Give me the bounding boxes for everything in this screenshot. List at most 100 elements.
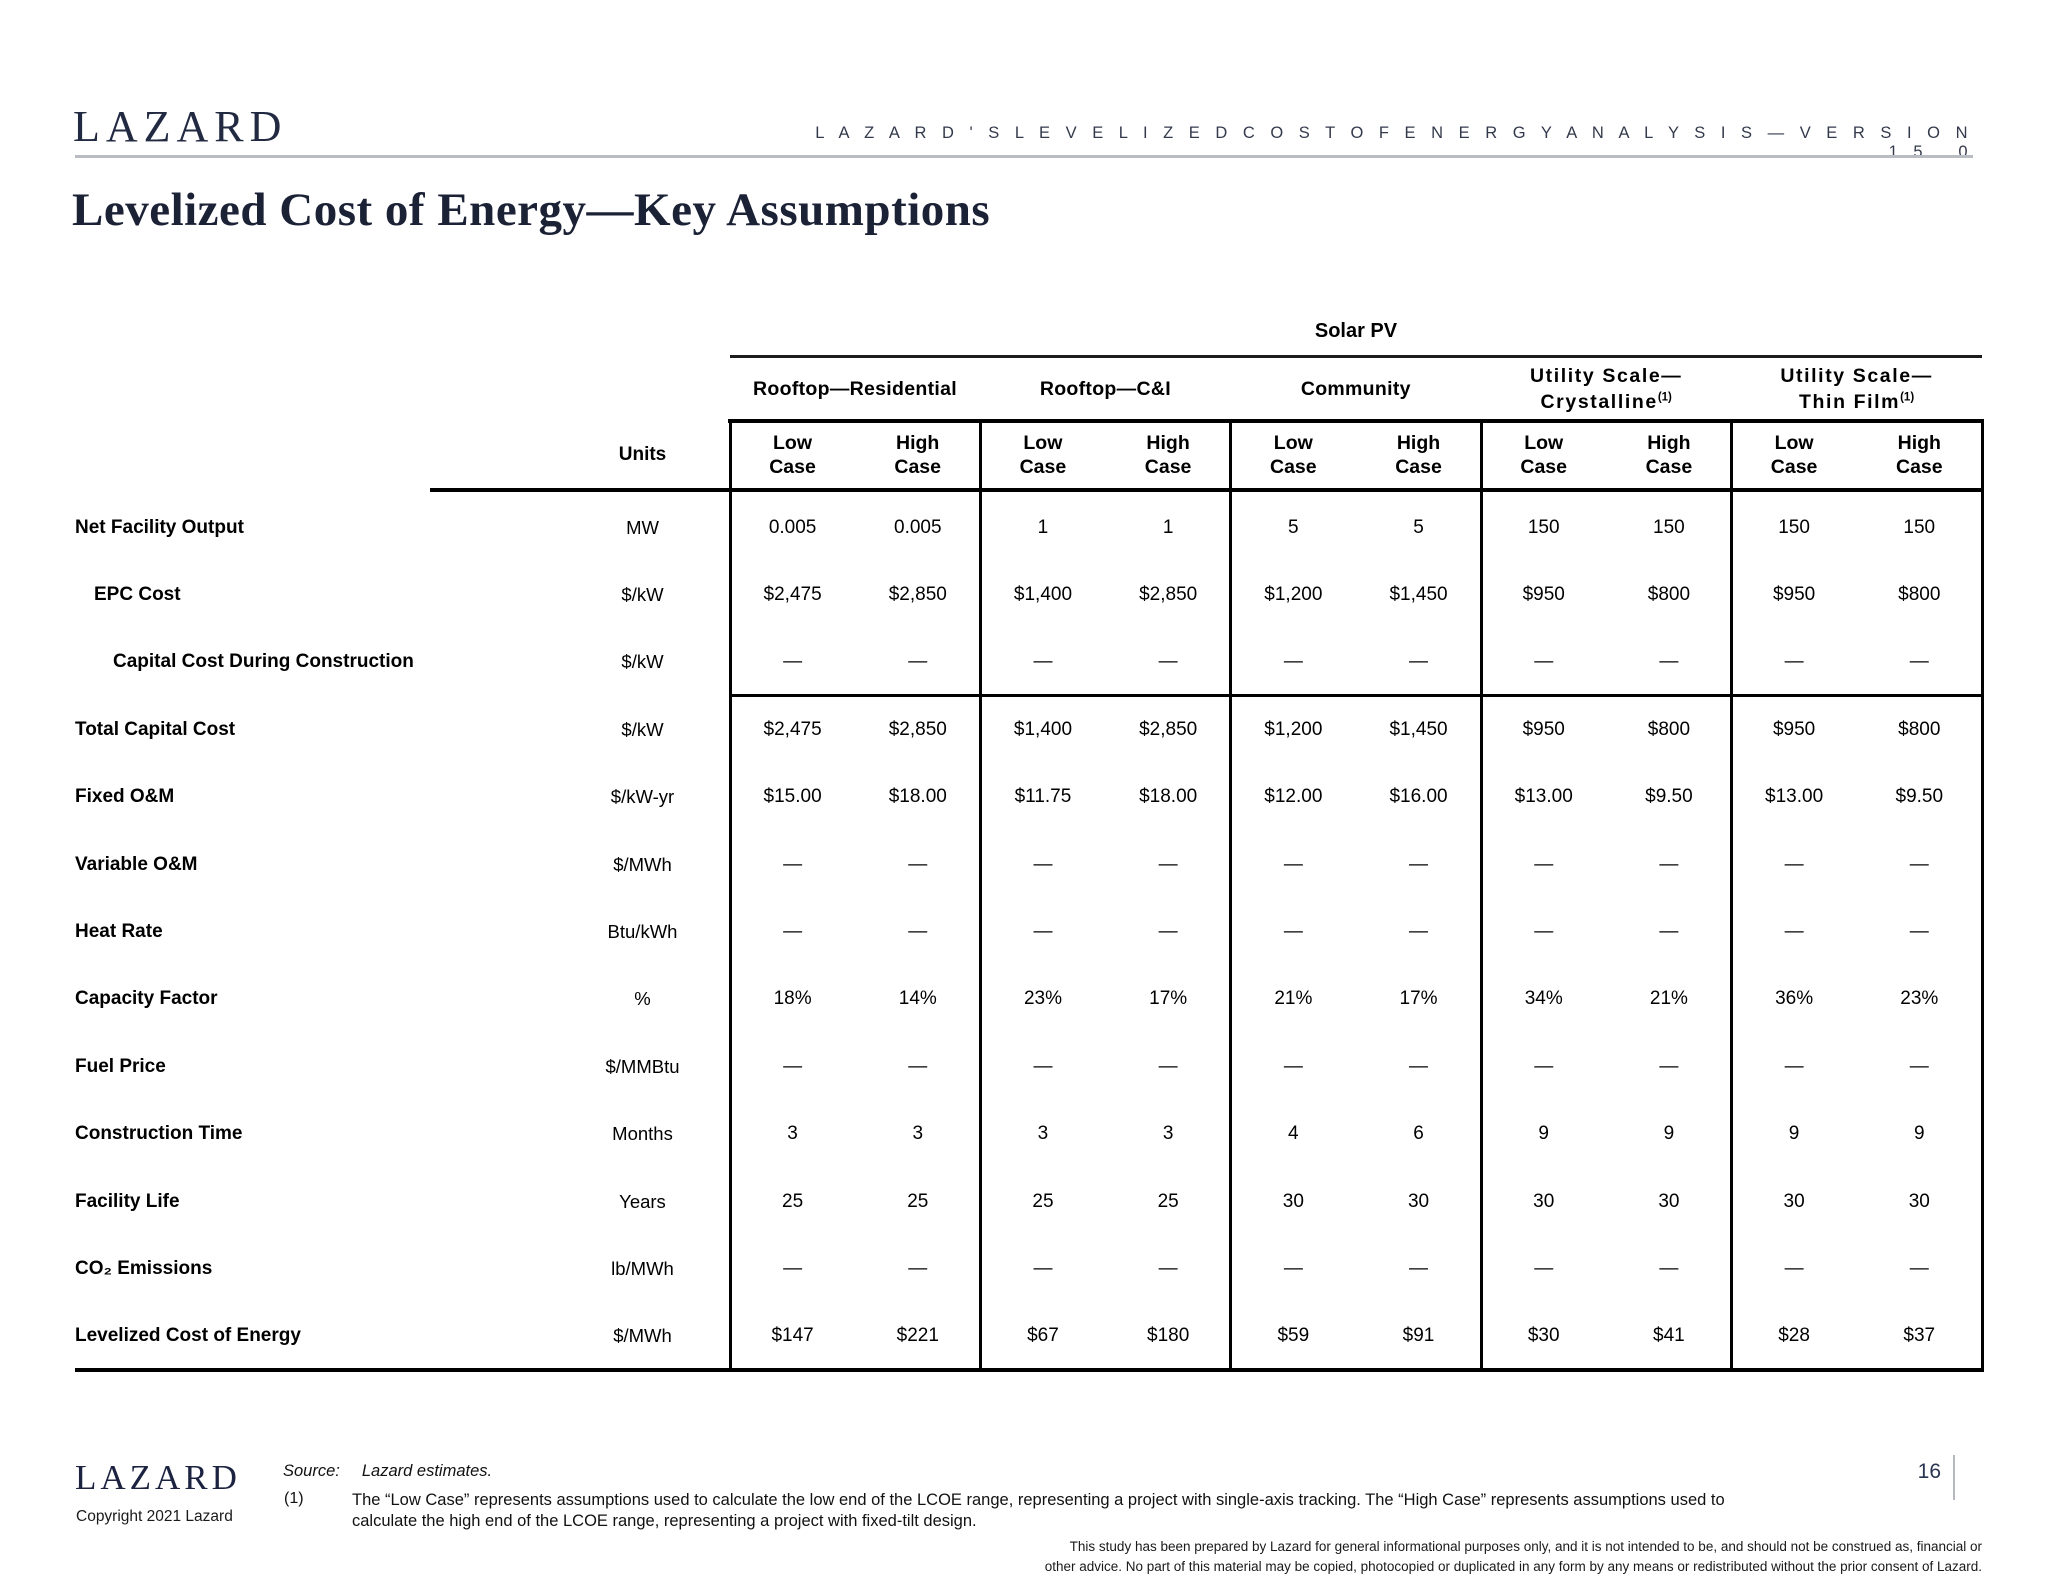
cell-value: $37 (1903, 1325, 1936, 1347)
cell-value: 30 (1658, 1190, 1680, 1212)
source-label: Source: (283, 1462, 340, 1480)
cell-value: 30 (1908, 1190, 1930, 1212)
cell-value: 3 (787, 1123, 798, 1145)
cell-value: — (1784, 651, 1804, 673)
row-units: MW (626, 516, 659, 538)
column-divider (1229, 419, 1233, 1372)
cell-value: $1,450 (1389, 584, 1448, 606)
cell-value: 30 (1533, 1190, 1555, 1212)
page-number-divider (1953, 1455, 1955, 1500)
source-text: Lazard estimates. (361, 1462, 493, 1480)
cell-value: — (1784, 1257, 1804, 1279)
disclaimer-text: This study has been prepared by Lazard f… (1044, 1539, 1982, 1574)
footnote-text: The “Low Case” represents assumptions us… (352, 1491, 1725, 1530)
cell-value: — (1033, 651, 1053, 673)
cell-value: 9 (1663, 1123, 1675, 1145)
cell-value: — (1909, 1257, 1929, 1279)
cell-value: — (1534, 1055, 1554, 1077)
row-units: Btu/kWh (607, 921, 678, 943)
cell-value: 18% (773, 988, 812, 1010)
cell-value: — (1283, 1257, 1303, 1279)
cell-value: — (1283, 651, 1303, 673)
cell-value: $2,850 (1139, 584, 1198, 606)
cell-value: $950 (1522, 584, 1565, 606)
cell-value: — (1283, 853, 1303, 875)
cell-value: — (1409, 921, 1429, 943)
table-row: CO₂ Emissions lb/MWh — — — — — — — — — — (75, 1235, 1982, 1302)
footnote-marker: (1) (1657, 391, 1672, 404)
cell-value: $1,400 (1013, 584, 1073, 606)
cell-value: $12.00 (1264, 786, 1323, 808)
cell-value: — (1784, 853, 1804, 875)
row-units: $/MWh (613, 1325, 672, 1347)
cell-value: $950 (1772, 584, 1816, 606)
cell-value: — (783, 651, 803, 673)
row-label: Total Capital Cost (75, 718, 236, 740)
cell-value: $30 (1527, 1325, 1560, 1347)
cell-value: 9 (1788, 1123, 1800, 1145)
row-units: $/kW (621, 584, 664, 606)
cell-value: — (908, 853, 928, 875)
cell-value: — (1909, 853, 1929, 875)
cell-value: $180 (1147, 1325, 1190, 1347)
cell-value: 17% (1149, 988, 1188, 1010)
cell-value: 25 (782, 1190, 804, 1212)
cell-value: $800 (1898, 584, 1941, 606)
row-units: Years (619, 1190, 666, 1212)
cell-value: 5 (1413, 516, 1424, 538)
cell-value: — (783, 1055, 803, 1077)
cell-value: — (1409, 853, 1429, 875)
cell-value: $18.00 (888, 786, 947, 808)
cell-value: — (1659, 1257, 1679, 1279)
cell-value: 3 (1162, 1123, 1174, 1145)
cell-value: $1,450 (1389, 718, 1448, 740)
cell-value: 4 (1288, 1123, 1299, 1145)
table-row: Capital Cost During Construction $/kW — — — —… (75, 629, 1982, 696)
cell-value: — (1033, 1055, 1053, 1077)
cell-value: 1 (1037, 516, 1049, 538)
column-group-header: Community (1300, 377, 1411, 400)
cell-value: 21% (1649, 988, 1688, 1010)
row-units: $/kW (621, 651, 664, 673)
cell-value: — (1158, 1257, 1178, 1279)
cell-value: 9 (1913, 1123, 1925, 1145)
cell-value: 0.005 (894, 516, 942, 538)
cell-value: — (1033, 853, 1053, 875)
cell-value: — (1534, 1257, 1554, 1279)
cell-value: — (783, 853, 803, 875)
row-label: Construction Time (75, 1123, 243, 1145)
table-row: Levelized Cost of Energy $/MWh $147 $221 $67… (75, 1303, 1982, 1370)
high-case-header: High Case (894, 431, 941, 478)
high-case-header: High Case (1395, 431, 1442, 478)
cell-value: — (1534, 853, 1554, 875)
row-units: $/MWh (613, 853, 672, 875)
cell-value: 30 (1282, 1190, 1304, 1212)
row-label: Facility Life (75, 1190, 180, 1212)
cell-value: $13.00 (1514, 786, 1573, 808)
row-units: $/kW (621, 718, 664, 740)
footnote-number: (1) (284, 1490, 304, 1507)
row-units: % (634, 988, 651, 1010)
cell-value: — (1659, 921, 1679, 943)
cell-value: $9.50 (1895, 786, 1944, 808)
table-bottom-border (75, 1368, 1984, 1372)
source-line: Source: Lazard estimates. (283, 1462, 492, 1481)
cell-value: $2,850 (888, 584, 947, 606)
solar-pv-underline (730, 355, 1982, 358)
cell-value: — (908, 1257, 928, 1279)
table-row: Fixed O&M $/kW-yr $15.00 $18.00 $11.75 $18.00… (75, 764, 1982, 831)
column-divider (1479, 419, 1483, 1372)
cell-value: 30 (1783, 1190, 1805, 1212)
cell-value: 23% (1900, 988, 1939, 1010)
footnote-marker: (1) (1900, 391, 1915, 404)
cell-value: 23% (1023, 988, 1062, 1010)
cell-value: 25 (907, 1190, 929, 1212)
table-row: Construction Time Months 3 3 3 3 4 6 9 9 9 9 (75, 1101, 1982, 1168)
cell-value: 25 (1157, 1190, 1179, 1212)
cell-value: $67 (1027, 1325, 1059, 1347)
cell-value: — (1158, 853, 1178, 875)
cell-value: 25 (1032, 1190, 1054, 1212)
cell-value: — (1409, 651, 1429, 673)
cell-value: $13.00 (1765, 786, 1824, 808)
